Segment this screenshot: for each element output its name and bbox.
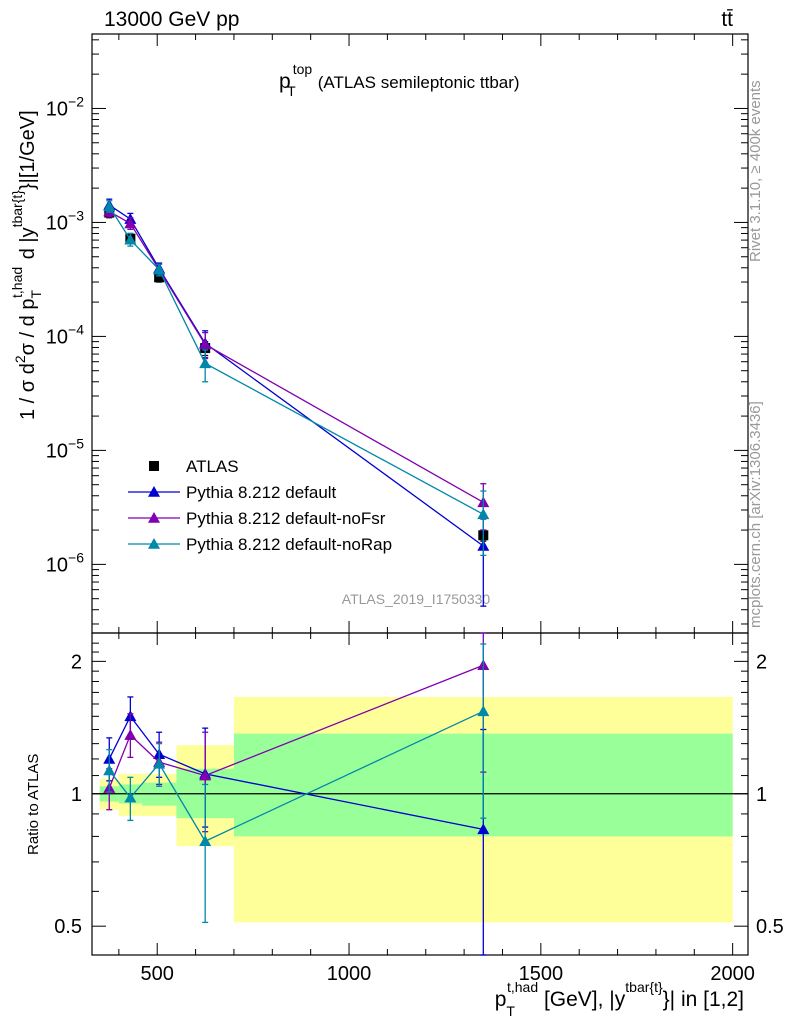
ratio-point-noRap	[124, 791, 137, 803]
main-point-noRap	[124, 233, 137, 245]
ratio-ytick-label-right-1: 1	[756, 784, 767, 806]
x-tick-label-3: 2000	[710, 963, 755, 985]
ratio-ytick-label-right-2: 2	[756, 651, 767, 673]
main-ytick-label-1: 10−5	[46, 435, 84, 462]
title-p: p	[279, 70, 291, 93]
ratio-ytick-label-0: 0.5	[54, 916, 82, 938]
main-ytick-label-3: 10−3	[46, 207, 84, 234]
header-process: tt̄	[721, 8, 733, 31]
title-sup: top	[293, 61, 313, 77]
main-ytick-label-0: 10−6	[46, 549, 84, 576]
x-tick-label-2: 1500	[519, 963, 564, 985]
ratio-ytick-label-1: 1	[71, 784, 82, 806]
main-title: ptop T (ATLAS semileptonic ttbar)	[279, 61, 520, 99]
ratio-ytick-label-2: 2	[71, 651, 82, 673]
ratio-point-noRap	[153, 757, 166, 769]
ratio-point-noRap	[199, 835, 212, 847]
rivet-label: Rivet 3.1.10, ≥ 400k events	[747, 80, 764, 262]
legend: ATLAS Pythia 8.212 default Pythia 8.212 de…	[128, 457, 392, 554]
ratio-point-noFsr	[199, 769, 212, 781]
ratio-panel: 500 1000 1500 2000 0.5 0.5 1 1 2 2	[54, 632, 784, 985]
main-point-noFsr	[124, 217, 137, 229]
legend-marker-default	[148, 486, 160, 497]
mcplots-label: mcplots.cern.ch [arXiv:1306.3436]	[747, 401, 764, 628]
legend-label-noRap: Pythia 8.212 default-noRap	[186, 535, 392, 554]
x-axis-label: pTt,had [GeV], |ytbar{t}}| in [1,2]	[495, 979, 744, 1019]
main-y-label: 1 / σ d2σ / d pTt,had d |ytbar{t}}|[1/Ge…	[9, 110, 44, 420]
ratio-ytick-label-right-0: 0.5	[756, 916, 784, 938]
legend-marker-noFsr	[148, 512, 160, 523]
title-rest: (ATLAS semileptonic ttbar)	[318, 73, 520, 92]
main-point-noRap	[103, 200, 116, 212]
title-sub: T	[287, 83, 296, 99]
main-panel: 10−6 10−5 10−4 10−3 10−2	[46, 33, 749, 634]
ratio-point-noRap	[103, 764, 116, 776]
analysis-id: ATLAS_2019_I1750330	[342, 591, 491, 607]
ratio-point-noRap	[477, 705, 490, 717]
main-point-noFsr	[199, 338, 212, 350]
ratio-point-default	[477, 823, 490, 835]
main-ytick-label-2: 10−4	[46, 321, 84, 348]
legend-label-atlas: ATLAS	[186, 457, 239, 476]
main-point-noRap	[477, 508, 490, 520]
x-tick-label-1: 1000	[327, 963, 372, 985]
legend-label-noFsr: Pythia 8.212 default-noFsr	[186, 509, 386, 528]
ratio-point-noFsr	[124, 729, 137, 740]
main-point-atlas	[154, 272, 165, 283]
main-ytick-label-4: 10−2	[46, 93, 84, 120]
main-line-noFsr	[108, 210, 484, 503]
legend-label-default: Pythia 8.212 default	[186, 483, 337, 502]
ratio-y-label: Ratio to ATLAS	[25, 754, 42, 855]
x-tick-label-0: 500	[141, 963, 174, 985]
legend-marker-noRap	[148, 538, 160, 549]
main-point-noRap	[199, 357, 212, 369]
main-line-noRap	[108, 206, 484, 515]
header-energy: 13000 GeV pp	[104, 8, 239, 31]
main-point-noRap	[153, 263, 166, 275]
legend-marker-atlas	[149, 461, 159, 471]
